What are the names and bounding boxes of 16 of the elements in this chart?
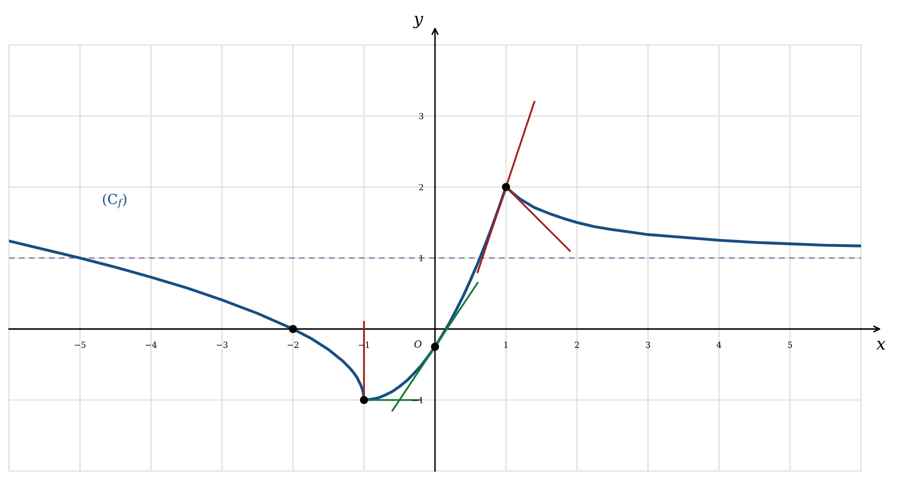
x-tick-label: 1 <box>504 342 508 348</box>
y-tick-label: −1 <box>412 396 423 404</box>
x-tick-label: 5 <box>788 342 792 348</box>
x-tick-label: −4 <box>146 342 157 348</box>
text: (C$_{f}$) <box>102 193 126 208</box>
y-tick-label: 2 <box>419 184 424 190</box>
annotation: O <box>414 340 422 348</box>
x-tick-label: −5 <box>74 342 86 348</box>
y-axis-title: y <box>413 16 424 28</box>
x-tick-label: 3 <box>646 342 650 348</box>
x-tick-label: 2 <box>574 342 579 348</box>
x-axis-title: x <box>876 340 886 350</box>
x-tick-label: 4 <box>716 342 722 348</box>
x-tick-label: −3 <box>216 342 228 348</box>
y-tick-label: 3 <box>419 112 424 120</box>
x-tick-label: −2 <box>288 342 298 348</box>
